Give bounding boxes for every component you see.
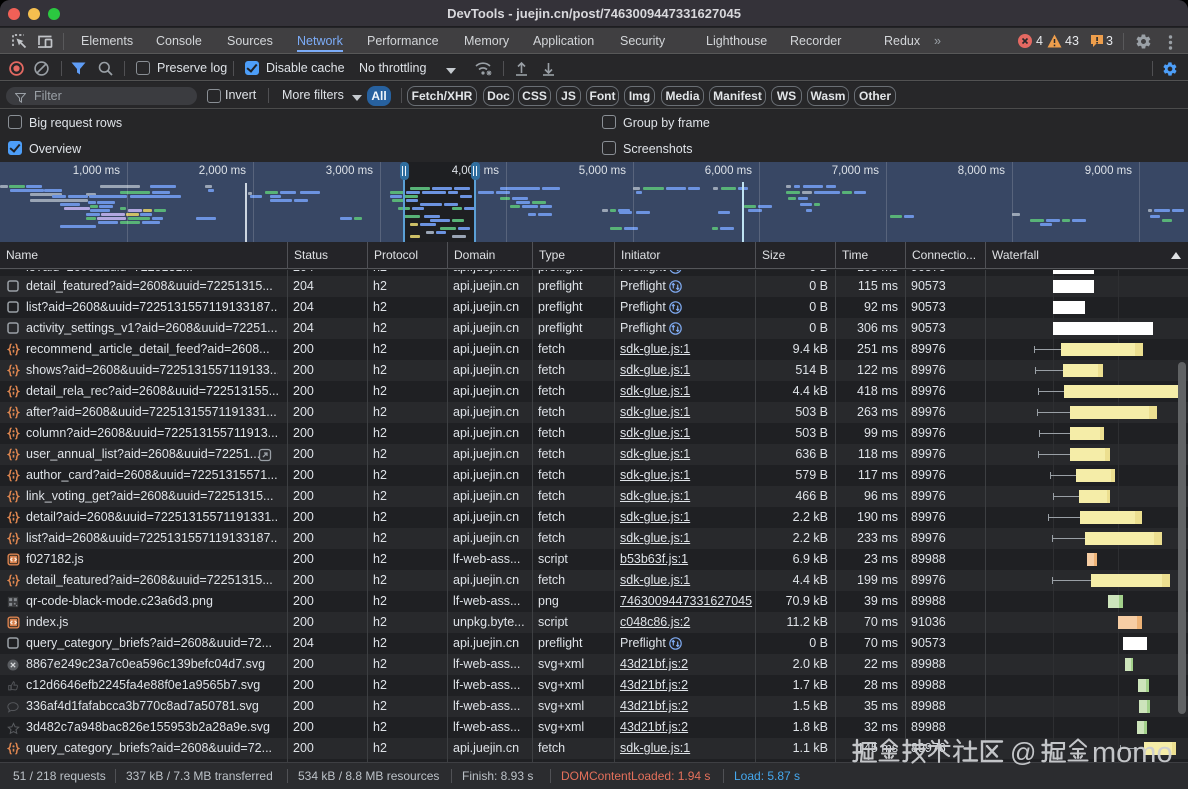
svg-text:momo: momo <box>1092 737 1173 769</box>
svg-text:@: @ <box>1010 737 1036 767</box>
